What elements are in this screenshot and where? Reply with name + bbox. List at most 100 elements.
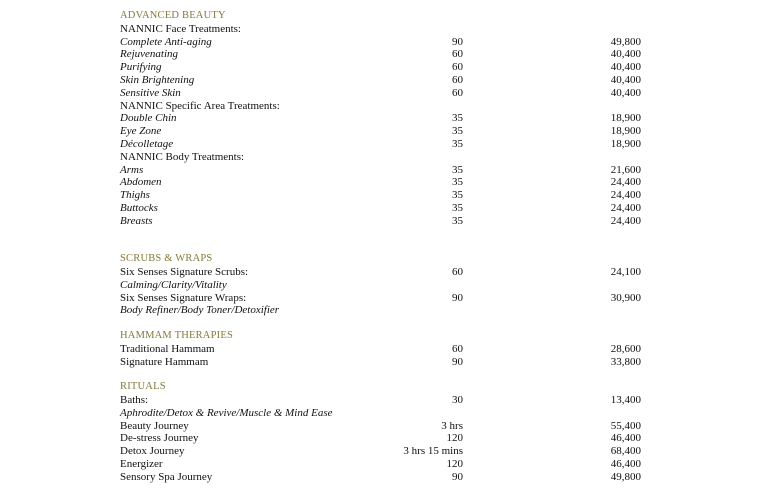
item-duration: 35 xyxy=(452,201,463,214)
item-price: 49,800 xyxy=(610,470,641,483)
item-duration: 35 xyxy=(452,214,463,227)
item-label: Skin Brightening xyxy=(120,73,195,86)
item-duration: 90 xyxy=(452,35,463,48)
item-duration: 120 xyxy=(446,432,464,445)
section-heading: HAMMAM THERAPIES xyxy=(120,329,233,341)
menu-subheading-row: NANNIC Face Treatments: xyxy=(120,23,645,36)
item-price: 24,400 xyxy=(610,201,641,214)
item-duration: 3 hrs xyxy=(441,419,463,432)
item-label: Eye Zone xyxy=(120,125,162,138)
menu-subheading-row: NANNIC Body Treatments: xyxy=(120,151,645,164)
item-label: Six Senses Signature Wraps: xyxy=(120,291,247,304)
menu-item-row: De-stress Journey 120 46,400 xyxy=(120,432,645,445)
item-price: 24,100 xyxy=(610,265,641,278)
item-duration: 60 xyxy=(452,342,463,355)
menu-item-row: Energizer 120 46,400 xyxy=(120,458,645,471)
item-price: 33,800 xyxy=(610,355,641,368)
menu-item-row: Purifying 60 40,400 xyxy=(120,61,645,74)
menu-section: HAMMAM THERAPIES Traditional Hammam 60 28,6… xyxy=(120,330,645,368)
menu-item-row: Detox Journey 3 hrs 15 mins 68,400 xyxy=(120,445,645,458)
item-duration: 35 xyxy=(452,176,463,189)
menu-item-row: Traditional Hammam 60 28,600 xyxy=(120,343,645,356)
item-price: 40,400 xyxy=(610,86,641,99)
menu-item-row: Eye Zone 35 18,900 xyxy=(120,125,645,138)
item-label: De-stress Journey xyxy=(120,432,199,445)
item-label: Body Refiner/Body Toner/Detoxifier xyxy=(120,304,280,317)
item-label: Rejuvenating xyxy=(120,48,179,61)
menu-item-row: Buttocks 35 24,400 xyxy=(120,202,645,215)
menu-item-row: Décolletage 35 18,900 xyxy=(120,138,645,151)
item-label: Buttocks xyxy=(120,201,158,214)
item-duration: 30 xyxy=(452,393,463,406)
menu-section: ADVANCED BEAUTY NANNIC Face Treatments: Co… xyxy=(120,10,645,228)
item-label: Detox Journey xyxy=(120,445,185,458)
menu-item-row: Sensitive Skin 60 40,400 xyxy=(120,87,645,100)
item-duration: 3 hrs 15 mins xyxy=(403,445,463,458)
menu-item-row: Beauty Journey 3 hrs 55,400 xyxy=(120,420,645,433)
item-price: 49,800 xyxy=(610,35,641,48)
menu-item-row: Double Chin 35 18,900 xyxy=(120,112,645,125)
item-label: Arms xyxy=(120,163,144,176)
item-duration: 90 xyxy=(452,355,463,368)
item-label: Baths: xyxy=(120,393,149,406)
menu-item-row: Six Senses Signature Wraps: 90 30,900 xyxy=(120,292,645,305)
item-label: Thighs xyxy=(120,189,150,202)
menu-subheading-row: Body Refiner/Body Toner/Detoxifier xyxy=(120,304,645,317)
item-price: 13,400 xyxy=(610,393,641,406)
item-label: Complete Anti-aging xyxy=(120,35,212,48)
item-label: Purifying xyxy=(120,61,162,74)
item-duration: 90 xyxy=(452,291,463,304)
menu-subheading-row: Calming/Clarity/Vitality xyxy=(120,279,645,292)
item-duration: 35 xyxy=(452,189,463,202)
item-label: Breasts xyxy=(120,214,153,227)
item-label: NANNIC Body Treatments: xyxy=(120,150,245,163)
section-heading: RITUALS xyxy=(120,381,166,393)
item-price: 28,600 xyxy=(610,342,641,355)
item-price: 18,900 xyxy=(610,137,641,150)
item-duration: 60 xyxy=(452,265,463,278)
item-price: 21,600 xyxy=(610,163,641,176)
menu-item-row: Complete Anti-aging 90 49,800 xyxy=(120,36,645,49)
item-duration: 35 xyxy=(452,125,463,138)
menu-item-row: Baths: 30 13,400 xyxy=(120,394,645,407)
item-price: 46,400 xyxy=(610,432,641,445)
item-label: Double Chin xyxy=(120,112,177,125)
menu-subheading-row: NANNIC Specific Area Treatments: xyxy=(120,100,645,113)
menu-item-row: Thighs 35 24,400 xyxy=(120,189,645,202)
menu-section: RITUALS Baths: 30 13,400 Aphrodite/Detox & R… xyxy=(120,381,645,483)
menu-section: SCRUBS & WRAPS Six Senses Signature Scrub… xyxy=(120,253,645,317)
item-price: 40,400 xyxy=(610,61,641,74)
item-duration: 60 xyxy=(452,48,463,61)
item-label: Energizer xyxy=(120,457,163,470)
menu-item-row: Breasts 35 24,400 xyxy=(120,215,645,228)
item-label: Sensory Spa Journey xyxy=(120,470,213,483)
item-price: 68,400 xyxy=(610,445,641,458)
section-heading: ADVANCED BEAUTY xyxy=(120,10,226,21)
item-duration: 90 xyxy=(452,470,463,483)
item-price: 18,900 xyxy=(610,125,641,138)
menu-subheading-row: Aphrodite/Detox & Revive/Muscle & Mind E… xyxy=(120,407,645,420)
item-label: Abdomen xyxy=(120,176,162,189)
menu-item-row: Abdomen 35 24,400 xyxy=(120,176,645,189)
item-price: 55,400 xyxy=(610,419,641,432)
item-price: 24,400 xyxy=(610,214,641,227)
item-duration: 35 xyxy=(452,112,463,125)
item-label: Calming/Clarity/Vitality xyxy=(120,278,227,291)
item-label: Traditional Hammam xyxy=(120,342,215,355)
menu-item-row: Arms 35 21,600 xyxy=(120,164,645,177)
menu-item-row: Rejuvenating 60 40,400 xyxy=(120,48,645,61)
section-heading: SCRUBS & WRAPS xyxy=(120,253,213,265)
spa-menu-document: ADVANCED BEAUTY NANNIC Face Treatments: Co… xyxy=(120,10,645,496)
item-price: 24,400 xyxy=(610,189,641,202)
item-label: Signature Hammam xyxy=(120,355,209,368)
menu-item-row: Signature Hammam 90 33,800 xyxy=(120,356,645,369)
item-label: NANNIC Face Treatments: xyxy=(120,22,241,35)
menu-item-row: Sensory Spa Journey 90 49,800 xyxy=(120,471,645,484)
item-price: 40,400 xyxy=(610,48,641,61)
item-duration: 120 xyxy=(446,457,464,470)
item-label: Sensitive Skin xyxy=(120,86,181,99)
item-duration: 60 xyxy=(452,61,463,74)
menu-item-row: Skin Brightening 60 40,400 xyxy=(120,74,645,87)
item-label: Six Senses Signature Scrubs: xyxy=(120,265,249,278)
item-price: 24,400 xyxy=(610,176,641,189)
